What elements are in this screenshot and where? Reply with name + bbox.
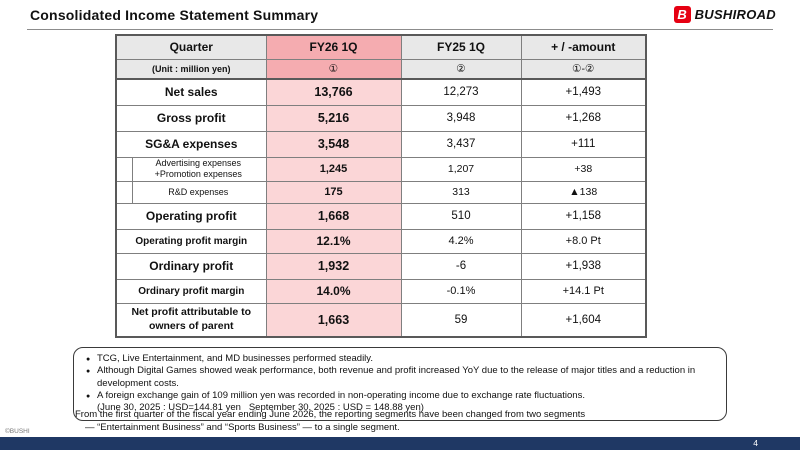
- cell-diff: +1,158: [520, 202, 647, 230]
- cell-fy25: 313: [400, 180, 522, 204]
- row-label: Net profit attributable to owners of pare…: [115, 302, 267, 338]
- bullet-text: Although Digital Games showed weak perfo…: [97, 365, 696, 389]
- page-number: 4: [753, 438, 758, 448]
- cell-fy26: 3,548: [265, 130, 402, 158]
- cell-fy25: 59: [400, 302, 522, 338]
- table-row: Ordinary profit margin 14.0% -0.1% +14.1 Pt: [115, 278, 647, 304]
- income-table-body: Net sales 13,766 12,273 +1,493 Gross profit 5…: [115, 78, 647, 338]
- header-fy26: FY26 1Q: [265, 34, 402, 60]
- table-row: R&D expenses 175 313 ▲138: [115, 180, 647, 204]
- row-label: R&D expenses: [115, 180, 267, 204]
- bullet-text: A foreign exchange gain of 109 million y…: [97, 390, 585, 402]
- header-unit: (Unit : million yen): [115, 58, 267, 80]
- header-fy25: FY25 1Q: [400, 34, 522, 60]
- cell-fy25: 510: [400, 202, 522, 230]
- row-label: Net sales: [115, 78, 267, 106]
- cell-fy26: 1,932: [265, 252, 402, 280]
- footnote-line-2: — “Entertainment Business” and “Sports B…: [85, 421, 400, 433]
- cell-diff: +1,493: [520, 78, 647, 106]
- table-row: Operating profit margin 12.1% 4.2% +8.0 Pt: [115, 228, 647, 254]
- bushiroad-logo-text: BUSHIROAD: [694, 7, 776, 22]
- cell-fy26: 1,245: [265, 156, 402, 182]
- cell-fy26: 1,663: [265, 302, 402, 338]
- table-row: Advertising expenses +Promotion expenses 1…: [115, 156, 647, 182]
- cell-fy25: -6: [400, 252, 522, 280]
- table-row: Net profit attributable to owners of pare…: [115, 302, 647, 338]
- footnote-line-1: From the first quarter of the fiscal yea…: [75, 409, 586, 420]
- cell-diff: ▲138: [520, 180, 647, 204]
- table-header-row-1: Quarter FY26 1Q FY25 1Q + / -amount: [115, 34, 647, 60]
- cell-fy25: 4.2%: [400, 228, 522, 254]
- exchange-rate-note: (June 30, 2025 : USD=144.81 yen Septembe…: [97, 402, 424, 414]
- cell-fy25: 3,437: [400, 130, 522, 158]
- cell-diff: +1,268: [520, 104, 647, 132]
- cell-fy26: 14.0%: [265, 278, 402, 304]
- cell-fy26: 1,668: [265, 202, 402, 230]
- bullet-marker: ●: [86, 393, 91, 401]
- row-label: Ordinary profit margin: [115, 278, 267, 304]
- cell-diff: +1,604: [520, 302, 647, 338]
- cell-fy25: -0.1%: [400, 278, 522, 304]
- page-title: Consolidated Income Statement Summary: [30, 6, 319, 23]
- row-label: Advertising expenses +Promotion expenses: [115, 156, 267, 182]
- cell-fy25: 3,948: [400, 104, 522, 132]
- cell-fy25: 12,273: [400, 78, 522, 106]
- note-bullet: ● A foreign exchange gain of 109 million …: [86, 390, 714, 402]
- cell-fy26: 175: [265, 180, 402, 204]
- header-fy26-mark: ①: [265, 58, 402, 80]
- table-row: Ordinary profit 1,932 -6 +1,938: [115, 252, 647, 280]
- table-row: Net sales 13,766 12,273 +1,493: [115, 78, 647, 106]
- cell-diff: +14.1 Pt: [520, 278, 647, 304]
- header-diff-mark: ①-②: [520, 58, 647, 80]
- bushiroad-logo-icon: B: [673, 6, 691, 23]
- cell-diff: +38: [520, 156, 647, 182]
- cell-fy26: 12.1%: [265, 228, 402, 254]
- copyright-text: ©BUSHI: [5, 428, 30, 435]
- row-label: Ordinary profit: [115, 252, 267, 280]
- note-bullet: ● Although Digital Games showed weak perf…: [86, 365, 714, 390]
- note-bullet: ● TCG, Live Entertainment, and MD busines…: [86, 353, 714, 365]
- table-row: SG&A expenses 3,548 3,437 +111: [115, 130, 647, 158]
- income-statement-table: Quarter FY26 1Q FY25 1Q + / -amount (Uni…: [115, 34, 647, 339]
- cell-fy26: 5,216: [265, 104, 402, 132]
- row-label: Operating profit: [115, 202, 267, 230]
- footer-bar: 4: [0, 437, 800, 450]
- bullet-text: TCG, Live Entertainment, and MD business…: [97, 353, 373, 364]
- table-header-row-2: (Unit : million yen) ① ② ①-②: [115, 58, 647, 80]
- header-quarter: Quarter: [115, 34, 267, 60]
- slide-header: Consolidated Income Statement Summary B …: [30, 6, 776, 23]
- bushiroad-logo: B BUSHIROAD: [673, 6, 776, 23]
- row-label: Gross profit: [115, 104, 267, 132]
- header-diff: + / -amount: [520, 34, 647, 60]
- cell-diff: +1,938: [520, 252, 647, 280]
- table-row: Gross profit 5,216 3,948 +1,268: [115, 104, 647, 132]
- segment-change-footnote: From the first quarter of the fiscal yea…: [75, 409, 755, 435]
- row-label: SG&A expenses: [115, 130, 267, 158]
- summary-notes-box: ● TCG, Live Entertainment, and MD busines…: [73, 347, 727, 421]
- notes-list: ● TCG, Live Entertainment, and MD busines…: [86, 353, 714, 402]
- title-divider: [27, 29, 773, 30]
- cell-fy25: 1,207: [400, 156, 522, 182]
- header-fy25-mark: ②: [400, 58, 522, 80]
- cell-diff: +8.0 Pt: [520, 228, 647, 254]
- cell-diff: +111: [520, 130, 647, 158]
- bullet-marker: ●: [86, 356, 91, 363]
- row-label: Operating profit margin: [115, 228, 267, 254]
- cell-fy26: 13,766: [265, 78, 402, 106]
- bullet-marker: ●: [86, 368, 91, 376]
- table-row: Operating profit 1,668 510 +1,158: [115, 202, 647, 230]
